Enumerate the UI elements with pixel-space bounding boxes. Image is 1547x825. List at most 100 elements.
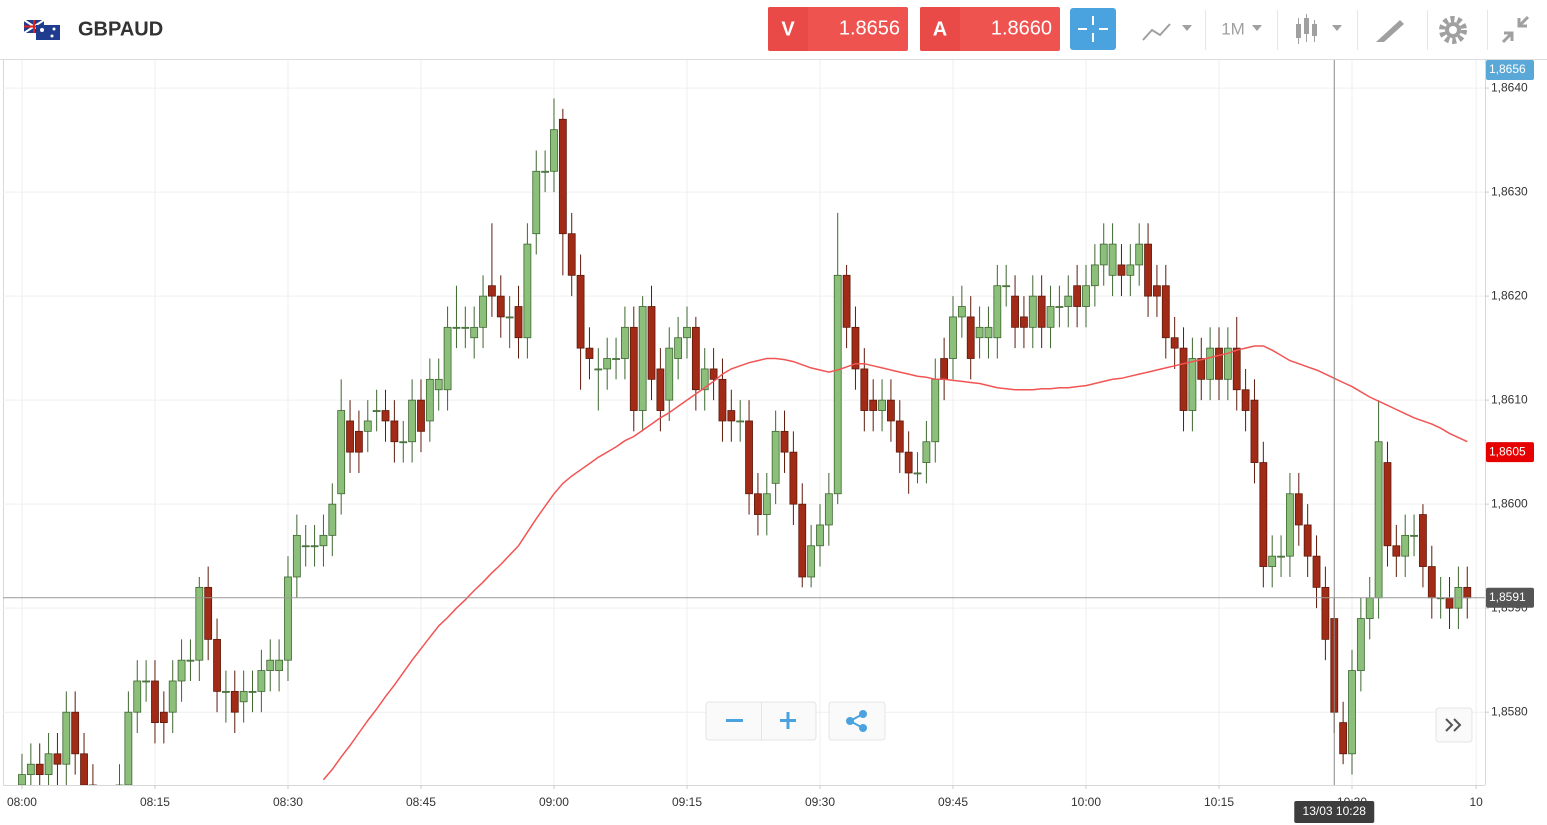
candle-body: [904, 451, 913, 474]
candle-body: [691, 326, 700, 391]
candle-body: [532, 170, 541, 235]
candle-body: [443, 326, 452, 391]
candle-body: [257, 670, 266, 692]
candle-body: [1144, 243, 1152, 297]
x-tick-label: 09:30: [805, 795, 835, 809]
candle-body: [1410, 534, 1418, 537]
candle-body: [700, 368, 709, 391]
candle-body: [1082, 285, 1090, 307]
x-tick-label: 09:00: [539, 795, 569, 809]
zoom-out[interactable]: [726, 719, 743, 722]
candle-body: [674, 337, 683, 359]
moving-average-line: [322, 345, 1468, 781]
candle-body: [505, 316, 514, 319]
candle-body: [869, 399, 878, 411]
flag-icon: [23, 19, 60, 40]
candle-body: [1126, 264, 1135, 276]
candle-body: [736, 420, 745, 423]
scroll-right-button[interactable]: [1435, 707, 1473, 743]
candle-body: [1170, 337, 1179, 349]
candle-body: [292, 534, 301, 578]
candle-body: [621, 326, 629, 359]
candle-body: [718, 378, 727, 422]
candle-body: [1037, 295, 1046, 328]
buy-label: A: [933, 18, 947, 40]
candle-body: [558, 118, 567, 235]
candle-body: [656, 368, 665, 411]
candle-body: [301, 545, 310, 548]
candle-body: [408, 399, 417, 443]
candle-body: [1356, 618, 1365, 671]
candle-body: [887, 399, 895, 422]
last-price-bg: [1486, 587, 1534, 608]
candle-body: [576, 274, 585, 349]
candle-body: [1463, 586, 1472, 599]
candle-body: [284, 576, 292, 661]
toolbar: GBPAUD V 1.8656 A 1.8660 1M: [0, 7, 1547, 60]
y-tick-label: 1,8600: [1491, 496, 1528, 510]
symbol: GBPAUD: [78, 18, 163, 40]
sell-price: 1.8656: [839, 17, 900, 39]
collapse-icon[interactable]: [1501, 15, 1530, 44]
candles-icon[interactable]: [1296, 14, 1342, 44]
candle-body: [142, 680, 151, 683]
ask-marker-label: 1,8656: [1489, 62, 1526, 76]
candle-body: [1250, 399, 1259, 463]
candle-body: [452, 326, 461, 329]
candle-body: [940, 358, 949, 380]
candle-body: [425, 378, 434, 422]
candle-body: [1419, 514, 1427, 567]
candle-body: [204, 586, 213, 640]
candle-body: [1277, 555, 1285, 558]
y-tick-label: 1,8620: [1491, 288, 1528, 302]
candle-body: [966, 316, 975, 359]
candle-body: [585, 347, 594, 359]
candle-body: [1321, 586, 1330, 640]
candle-body: [1020, 316, 1028, 328]
candle-body: [479, 295, 487, 328]
candle-body: [612, 358, 620, 360]
ma-marker-label: 1,8605: [1489, 444, 1526, 458]
candle-body: [1427, 566, 1436, 599]
candle-body: [275, 659, 284, 671]
candle-body: [842, 274, 851, 328]
candle-body: [807, 545, 816, 578]
axes: 1,85801,85901,86001,86101,86201,86301,86…: [7, 80, 1528, 809]
candle-body: [151, 680, 159, 723]
candle-body: [1188, 358, 1197, 411]
crosshair-label: 13/03 10:28: [1303, 804, 1367, 818]
last-price-label: 1,8591: [1489, 590, 1526, 604]
candle-body: [1241, 389, 1250, 411]
scroll-right-icon: [1445, 718, 1462, 732]
chart-type-icon[interactable]: [1142, 23, 1192, 41]
candle-body: [780, 430, 789, 453]
candle-body: [310, 545, 319, 548]
candle-body: [1312, 555, 1321, 588]
candle-body: [1374, 441, 1383, 599]
candle-body: [434, 378, 443, 391]
candle-body: [1161, 285, 1170, 339]
candle-body: [984, 326, 993, 339]
zoom-in[interactable]: [780, 712, 796, 729]
candle-body: [860, 368, 869, 411]
candle-body: [346, 420, 354, 453]
candle-body: [1445, 597, 1454, 609]
share-button[interactable]: [828, 701, 886, 741]
candle-body: [895, 420, 904, 453]
draw-icon[interactable]: [1376, 20, 1404, 42]
candle-body: [399, 441, 408, 444]
candle-body: [1197, 358, 1206, 380]
buy-label-bg: [920, 7, 960, 51]
candle-body: [1117, 264, 1126, 276]
candle-body: [1232, 347, 1241, 391]
candle-body: [754, 493, 762, 515]
candle-body: [381, 410, 390, 422]
settings-icon[interactable]: [1439, 16, 1467, 44]
candle-body: [1294, 493, 1303, 526]
timeframe[interactable]: 1M: [1221, 19, 1245, 38]
candle-body: [709, 368, 718, 380]
candle-body: [26, 763, 35, 775]
crosshair-button[interactable]: [1070, 8, 1116, 50]
x-tick-label: 08:15: [140, 795, 170, 809]
